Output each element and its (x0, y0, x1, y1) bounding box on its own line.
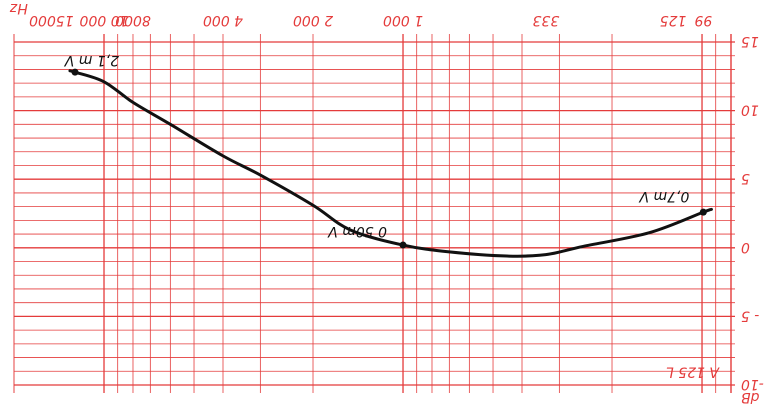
grid (13, 34, 735, 393)
response-curve-group (68, 68, 713, 258)
x-tick-label: 99 (694, 12, 712, 28)
y-tick-label: -10 (741, 376, 764, 392)
y-tick-label: 0 (741, 239, 750, 255)
y-tick-label: 10 (741, 102, 759, 118)
data-point-label: 0,7m V (638, 188, 689, 204)
x-tick-label: 1 000 (383, 12, 423, 28)
data-point (71, 68, 79, 76)
x-tick-label: 8000 (115, 12, 151, 28)
y-axis: -10 - 5 0 5 10 15 dB A 125 L (666, 33, 764, 405)
y-tick-label: - 5 (741, 307, 760, 323)
y-tick-label: 15 (741, 33, 759, 49)
y-tick-label: 5 (741, 170, 750, 186)
x-axis-label: Hz (9, 0, 28, 16)
annotations: 0,7m V 0 50m V 2,1 m V (63, 52, 689, 239)
x-tick-label: 2 000 (293, 12, 333, 28)
x-tick-label: 4 000 (203, 12, 243, 28)
response-curve (68, 69, 713, 258)
data-point-label: 2,1 m V (63, 52, 119, 68)
data-point (399, 241, 407, 249)
x-tick-label: 333 (532, 12, 559, 28)
data-point (699, 208, 707, 216)
x-tick-label: 125 (660, 12, 687, 28)
y-axis-label: dB (741, 389, 760, 405)
x-tick-label: 15000 (29, 12, 74, 28)
data-point-label: 0 50m V (327, 223, 387, 239)
corner-label: A 125 L (666, 363, 720, 379)
x-tick-label: 10 000 (79, 12, 128, 28)
